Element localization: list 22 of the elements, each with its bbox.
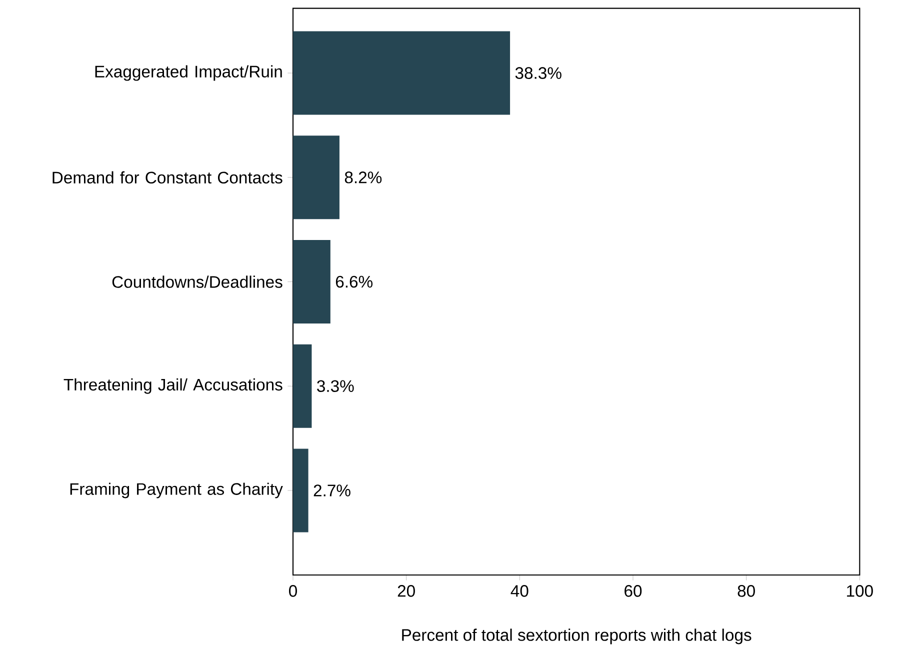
x-tick-label: 40 xyxy=(510,585,528,598)
bar xyxy=(293,136,340,220)
x-tick-label: 0 xyxy=(289,585,297,598)
bar xyxy=(293,344,312,428)
x-tick-label: 60 xyxy=(624,585,642,598)
y-tick-label: Demand for Constant Contacts xyxy=(52,171,282,184)
bar xyxy=(293,448,308,532)
data-label: 6.6% xyxy=(336,276,372,288)
x-tick-label: 20 xyxy=(398,585,415,598)
bar xyxy=(293,31,510,115)
y-tick-label: Countdowns/Deadlines xyxy=(112,276,282,288)
data-label: 8.2% xyxy=(344,172,382,184)
data-label: 2.7% xyxy=(314,484,350,497)
y-tick-label: Framing Payment as Charity xyxy=(70,482,283,498)
data-label: 38.3% xyxy=(515,67,562,80)
y-tick-label: Exaggerated Impact/Ruin xyxy=(95,65,282,81)
bar xyxy=(293,240,330,324)
y-tick-label: Threatening Jail/ Accusations xyxy=(64,378,282,394)
x-tick-label: 100 xyxy=(847,585,873,598)
data-label: 3.3% xyxy=(317,380,354,392)
x-axis-title: Percent of total sextortion reports with chat logs xyxy=(402,628,752,644)
x-tick-label: 80 xyxy=(738,585,755,598)
